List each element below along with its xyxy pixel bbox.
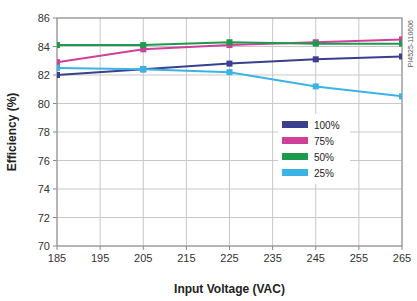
legend-swatch <box>282 169 308 176</box>
legend-label: 75% <box>314 136 334 147</box>
tick <box>57 246 58 250</box>
legend-bg <box>278 114 350 184</box>
tick-label: 215 <box>177 252 195 264</box>
grid-line <box>100 18 101 246</box>
tick-label: 195 <box>91 252 109 264</box>
tick <box>53 46 57 47</box>
marker <box>227 69 233 75</box>
series-group <box>57 36 402 99</box>
tick-label: 84 <box>38 41 50 53</box>
grid-line <box>186 18 187 246</box>
marker <box>227 39 233 45</box>
tick <box>402 246 403 250</box>
tick <box>53 75 57 76</box>
tick-label: 255 <box>350 252 368 264</box>
tick-label: 70 <box>38 240 50 252</box>
chart: 70 72 74 76 78 80 82 84 86 185 195 205 215 225 235 245 2… <box>0 0 417 301</box>
marker <box>227 61 233 67</box>
legend-swatch <box>282 153 308 160</box>
marker <box>313 83 319 89</box>
tick-label: 225 <box>220 252 238 264</box>
tick <box>186 246 187 250</box>
tick-label: 245 <box>307 252 325 264</box>
marker <box>57 42 60 48</box>
axis-label: Efficiency (%) <box>5 93 19 172</box>
series-line <box>57 56 402 75</box>
tick <box>53 18 57 19</box>
tick-label: 78 <box>38 126 50 138</box>
grid-line <box>272 18 273 246</box>
tick <box>53 160 57 161</box>
legend-label: 50% <box>314 152 334 163</box>
grid-line <box>358 18 359 246</box>
tick-label: 80 <box>38 98 50 110</box>
tick <box>229 246 230 250</box>
axis-label: Input Voltage (VAC) <box>174 282 285 296</box>
marker <box>57 59 60 65</box>
tick <box>315 246 316 250</box>
tick-label: 82 <box>38 69 50 81</box>
grid-line <box>229 18 230 246</box>
tick <box>53 132 57 133</box>
marker <box>57 72 60 78</box>
marker <box>399 41 402 47</box>
marker <box>140 66 146 72</box>
marker <box>140 66 146 72</box>
legend-label: 25% <box>314 168 334 179</box>
tick-label: 185 <box>48 252 66 264</box>
tick-label: 265 <box>393 252 411 264</box>
tick <box>53 246 57 247</box>
tick <box>100 246 101 250</box>
plot-frame <box>57 18 402 246</box>
legend-swatch <box>282 121 308 128</box>
tick-label: 74 <box>38 183 50 195</box>
tick-label: 86 <box>38 12 50 24</box>
tick <box>272 246 273 250</box>
marker <box>140 42 146 48</box>
plot-bg <box>57 18 402 246</box>
tick <box>143 246 144 250</box>
marker <box>313 56 319 62</box>
tick-label: 205 <box>134 252 152 264</box>
tick-label: 72 <box>38 212 50 224</box>
tick <box>358 246 359 250</box>
marker <box>313 41 319 47</box>
legend: 100% 75% 50% 25% <box>278 114 350 184</box>
legend-swatch <box>282 137 308 144</box>
tick-label: 76 <box>38 155 50 167</box>
tick <box>53 103 57 104</box>
series-line <box>57 39 402 62</box>
marker <box>57 65 60 71</box>
tick-label: 235 <box>263 252 281 264</box>
marker <box>399 93 402 99</box>
annotation: PI4525-110606 <box>407 20 414 67</box>
tick <box>53 189 57 190</box>
legend-label: 100% <box>314 120 340 131</box>
marker <box>399 53 402 59</box>
series-line <box>57 68 402 97</box>
tick <box>53 217 57 218</box>
